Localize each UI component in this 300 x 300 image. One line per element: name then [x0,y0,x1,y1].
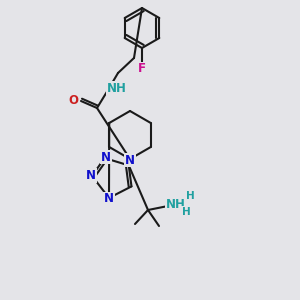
Text: H: H [182,207,190,217]
Text: N: N [86,169,96,182]
Text: H: H [186,191,194,201]
Text: O: O [68,94,78,107]
Text: N: N [125,154,135,166]
Text: N: N [100,151,111,164]
Text: NH: NH [166,197,186,211]
Text: N: N [104,193,114,206]
Text: F: F [138,62,146,76]
Text: NH: NH [107,82,127,94]
